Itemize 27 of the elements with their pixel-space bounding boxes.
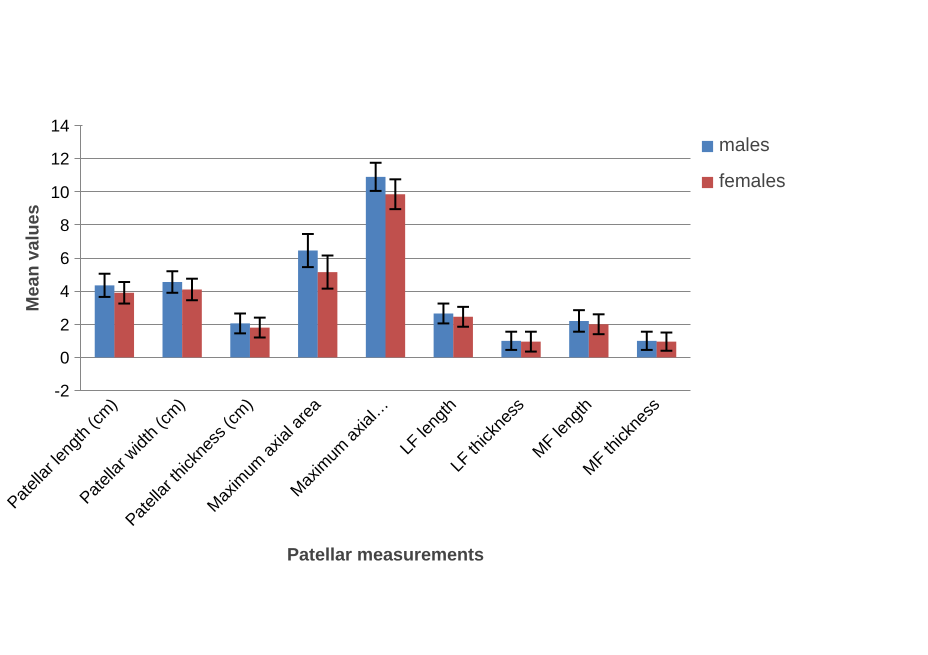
bar <box>453 316 473 358</box>
y-tick-label: 0 <box>60 348 70 368</box>
bar <box>94 285 114 358</box>
bar <box>230 323 250 358</box>
bar <box>182 289 202 358</box>
y-tick-label: 8 <box>60 216 70 235</box>
legend-label: females <box>719 171 786 193</box>
y-tick-label: 14 <box>50 116 70 136</box>
x-axis-title: Patellar measurements <box>286 544 484 565</box>
bar <box>162 282 182 358</box>
y-tick-label: 6 <box>60 249 70 268</box>
bar <box>318 272 338 358</box>
y-axis-title: Mean values <box>22 204 43 312</box>
bar <box>569 320 589 358</box>
bar <box>114 292 134 358</box>
bar <box>250 328 270 358</box>
y-tick-label: 12 <box>50 150 70 169</box>
y-tick-label: 4 <box>60 282 70 302</box>
bar <box>366 176 386 358</box>
y-tick-label: 2 <box>60 315 70 334</box>
y-tick-label: -2 <box>54 382 70 400</box>
bar <box>298 250 318 358</box>
y-tick-label: 10 <box>50 182 70 202</box>
legend-label: males <box>719 135 770 157</box>
bar <box>386 194 406 358</box>
bar <box>434 313 454 358</box>
bar <box>588 324 608 358</box>
